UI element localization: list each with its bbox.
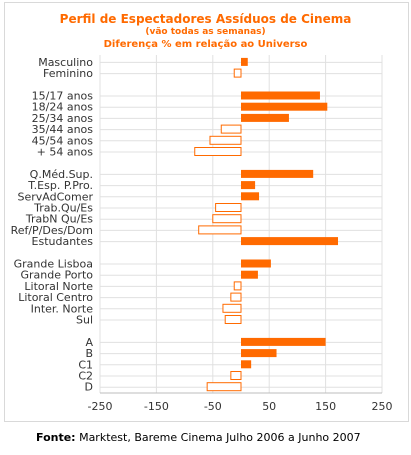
bar (230, 292, 242, 302)
bar (241, 57, 248, 66)
bar (220, 124, 242, 134)
category-label: A (85, 336, 93, 349)
category-label: Grande Lisboa (14, 258, 93, 271)
x-tick-labels: -250 -150 -50 50 150 250 (88, 400, 393, 413)
category-label: Q.Méd.Sup. (30, 168, 93, 181)
category-label: ServAdComer (17, 190, 93, 203)
bar (233, 68, 242, 78)
bar (230, 371, 242, 380)
category-label: Estudantes (32, 235, 94, 248)
source-note: Fonte: Marktest, Bareme Cinema Julho 200… (36, 431, 361, 444)
category-label: Litoral Norte (24, 280, 93, 293)
bar (241, 169, 314, 178)
bar (241, 360, 252, 369)
category-label: T.Esp. P.Pro. (27, 179, 93, 192)
category-label: TrabN Qu/Es (25, 213, 93, 226)
bar (241, 102, 328, 111)
category-label: B (85, 347, 93, 360)
bar (222, 303, 242, 313)
category-label: C1 (78, 358, 93, 371)
bar (241, 192, 260, 201)
bar (241, 337, 326, 346)
bar (194, 147, 242, 156)
bar (206, 382, 242, 392)
category-label: 45/54 anos (32, 134, 94, 147)
category-label: Feminino (43, 67, 93, 80)
category-label: Inter. Norte (31, 302, 94, 315)
category-label: + 54 anos (37, 146, 94, 159)
bar (209, 135, 242, 145)
chart-subtitle-2: Diferença % em relação ao Universo (103, 39, 308, 50)
bar (215, 203, 242, 212)
bars (194, 57, 339, 392)
bar (224, 315, 242, 324)
bar (241, 181, 256, 190)
x-tick-label: 50 (262, 400, 276, 413)
category-label: D (85, 381, 93, 394)
bar (212, 214, 242, 224)
x-tick-label: 150 (315, 400, 336, 413)
bar (233, 281, 242, 291)
bar (198, 225, 242, 235)
source-text: Marktest, Bareme Cinema Julho 2006 a Jun… (79, 431, 361, 444)
x-tick-label: -50 (204, 400, 222, 413)
x-tick-label: 250 (372, 400, 393, 413)
category-label: C2 (78, 370, 93, 383)
bar (241, 349, 277, 358)
category-label: Masculino (38, 56, 93, 69)
chart-subtitle: (vão todas as semanas) (145, 27, 266, 37)
source-label: Fonte: (36, 431, 76, 444)
chart-title: Perfil de Espectadores Assíduos de Cinem… (59, 12, 352, 26)
chart-frame (4, 2, 409, 422)
category-label: Litoral Centro (18, 291, 93, 304)
x-tick-label: -250 (88, 400, 113, 413)
x-tick-label: -150 (144, 400, 169, 413)
bar (241, 113, 289, 122)
bar (241, 259, 271, 268)
category-label: 25/34 anos (32, 112, 94, 125)
category-label: 15/17 anos (32, 90, 94, 103)
bar (241, 237, 339, 246)
category-label: Trab.Qu/Es (33, 202, 93, 215)
category-label: Grande Porto (20, 269, 93, 282)
category-label: Sul (76, 314, 93, 327)
category-label: 18/24 anos (32, 101, 94, 114)
bar (241, 91, 320, 100)
bar (241, 270, 258, 279)
category-label: 35/44 anos (32, 123, 94, 136)
category-label: Ref/P/Des/Dom (11, 224, 93, 237)
